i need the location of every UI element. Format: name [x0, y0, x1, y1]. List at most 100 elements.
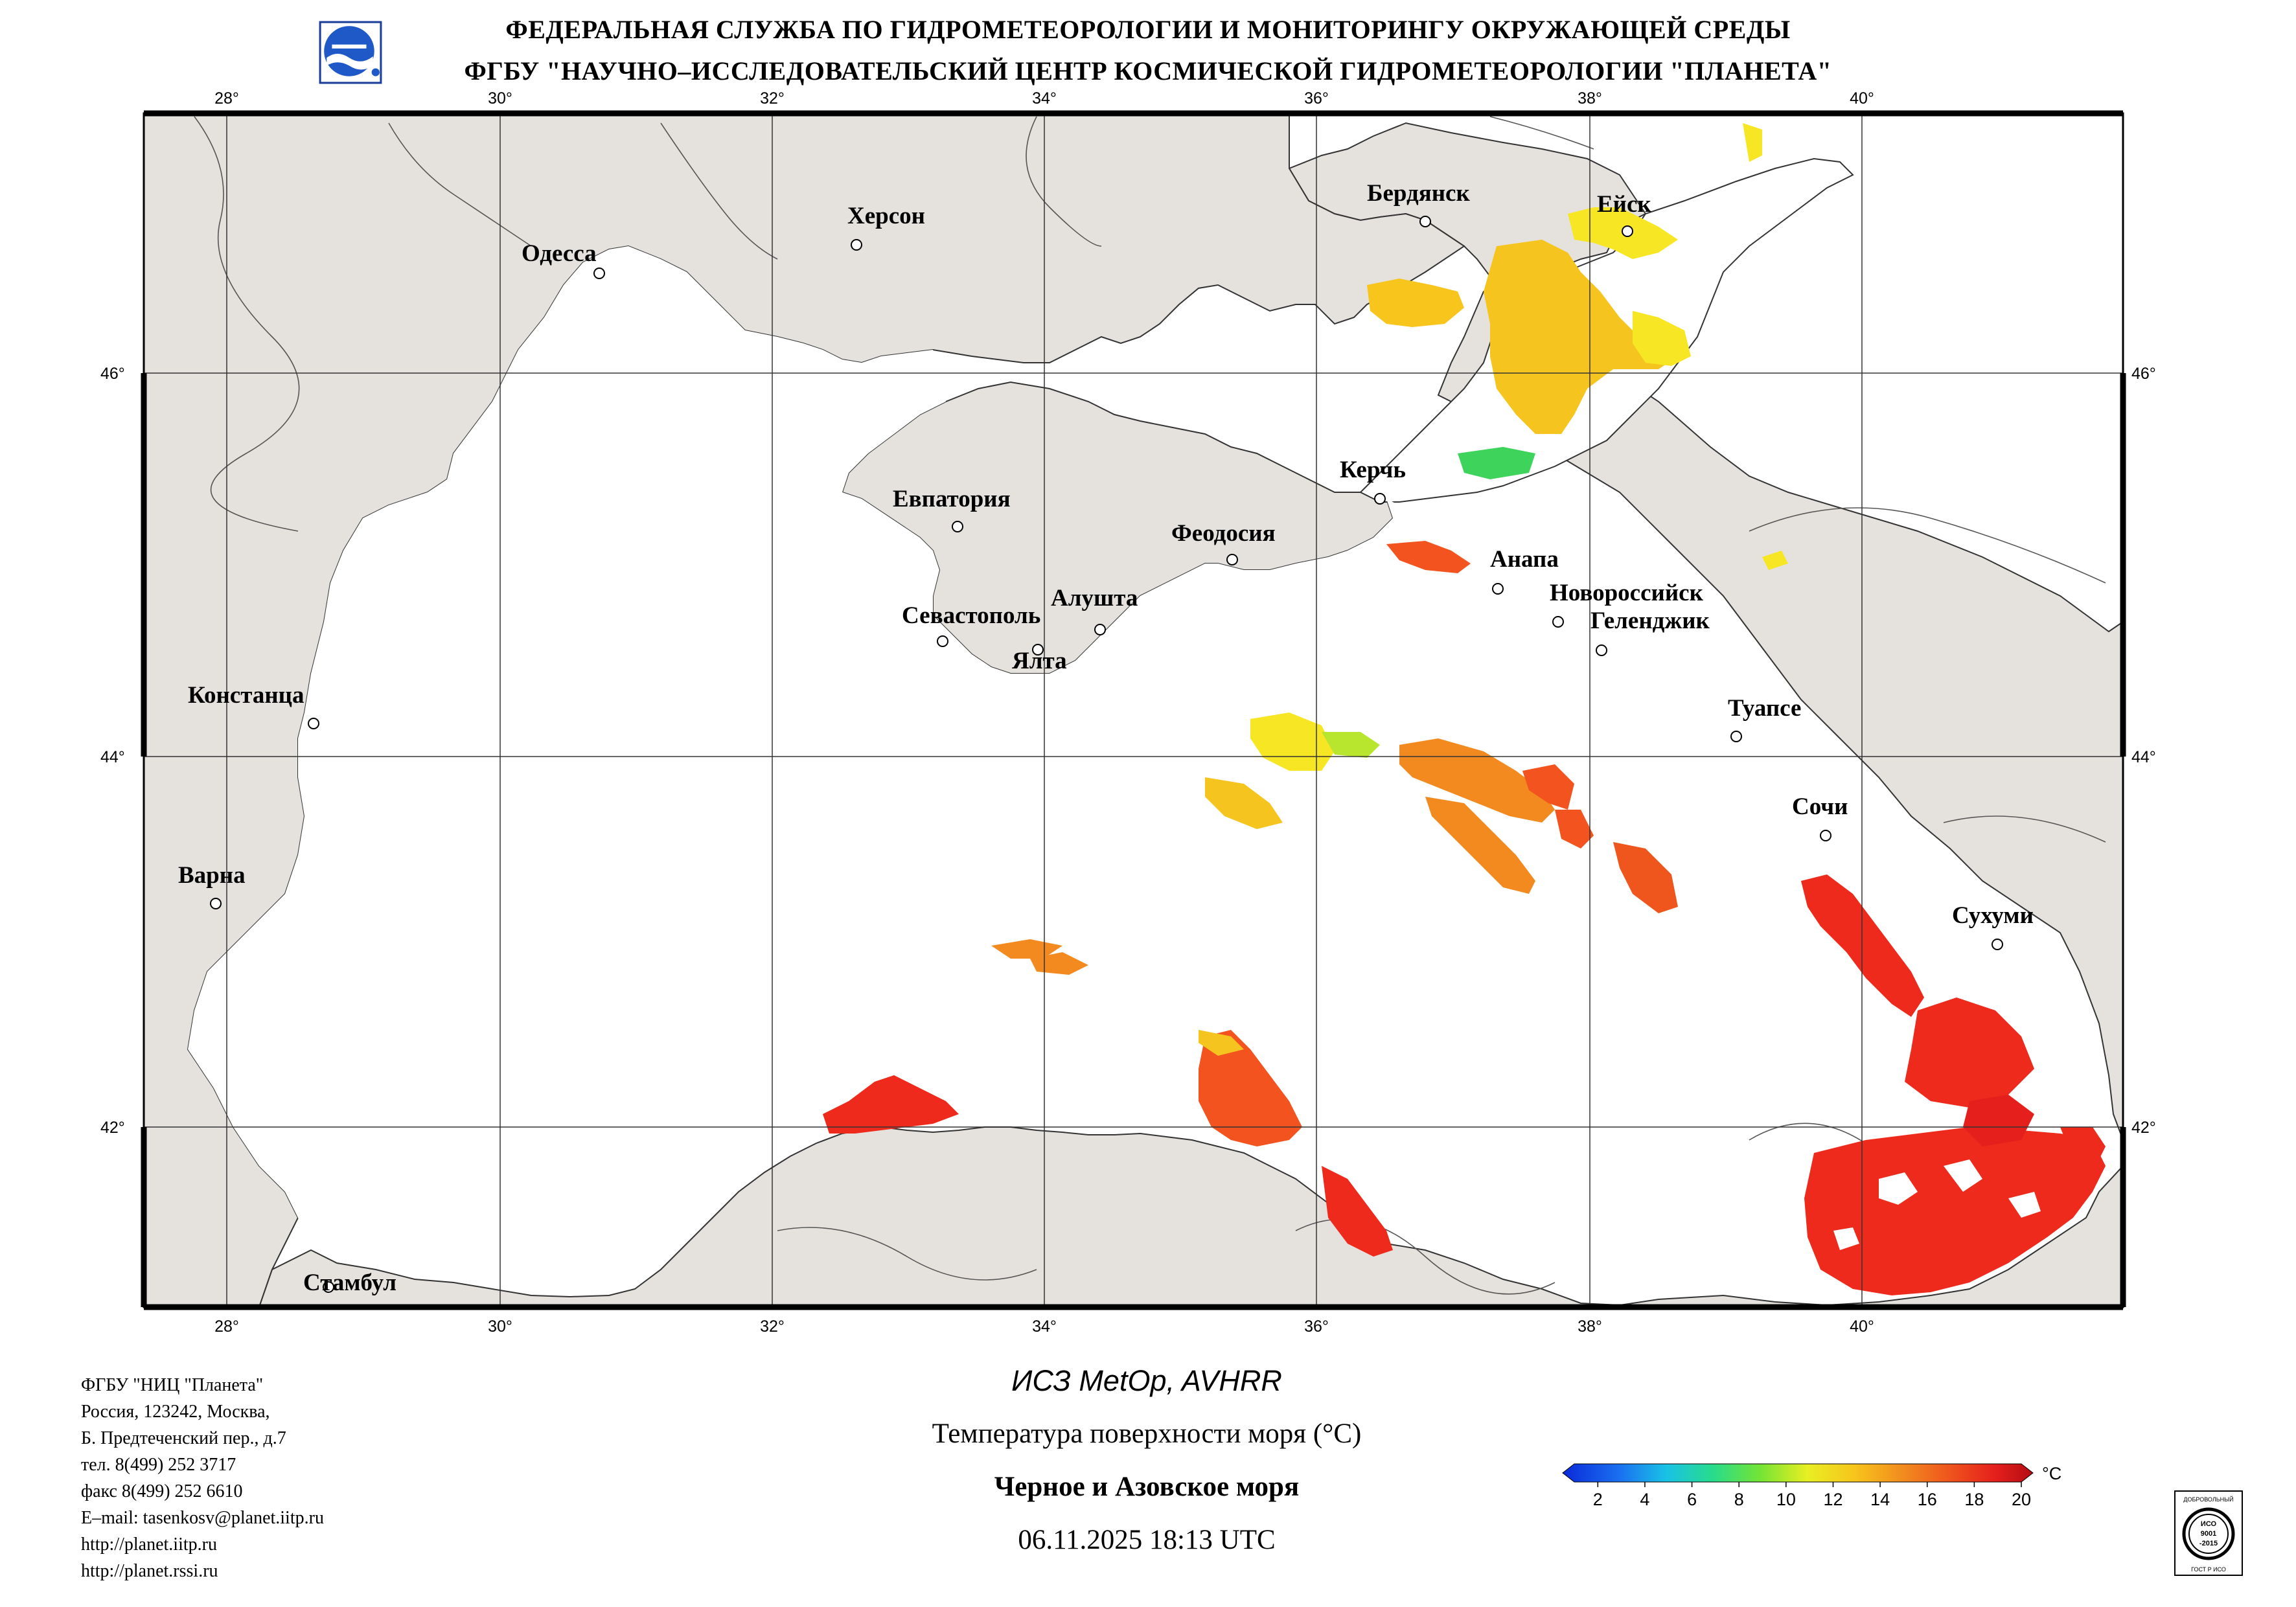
- svg-text:-2015: -2015: [2199, 1540, 2218, 1547]
- contact-org: ФГБУ "НИЦ "Планета": [81, 1375, 264, 1395]
- contact-email: E–mail: tasenkosv@planet.iitp.ru: [81, 1508, 324, 1528]
- sst-patch-south-3: [1322, 1166, 1393, 1257]
- header-title-agency: ФЕДЕРАЛЬНАЯ СЛУЖБА ПО ГИДРОМЕТЕОРОЛОГИИ …: [505, 15, 1791, 44]
- colorbar-tick-label: 18: [1964, 1490, 1984, 1509]
- colorbar-tick-label: 4: [1640, 1490, 1649, 1509]
- colorbar-legend: 2 4 6 8 10 12 14 16 18 20 °C: [1562, 1463, 2061, 1509]
- colorbar-tick-label: 12: [1823, 1490, 1843, 1509]
- colorbar-tick-label: 6: [1687, 1490, 1697, 1509]
- sst-patch-center-orange3: [1522, 764, 1574, 810]
- lon-label-top-34: 34°: [1032, 89, 1057, 108]
- lon-label-top-40: 40°: [1850, 89, 1874, 108]
- colorbar-tick-label: 2: [1593, 1490, 1603, 1509]
- contact-fax: факс 8(499) 252 6610: [81, 1481, 243, 1501]
- iso-certificate-icon: ДОБРОВОЛЬНЫЙ ИСО 9001 -2015 ГОСТ Р ИСО: [2174, 1490, 2243, 1576]
- parameter-caption: Температура поверхности моря (°C): [932, 1419, 1362, 1449]
- planeta-logo-icon: [319, 21, 382, 84]
- sst-patch-center-yellow2: [1205, 777, 1283, 829]
- contact-info: ФГБУ "НИЦ "Планета" Россия, 123242, Моск…: [81, 1372, 324, 1584]
- city-label-evpatoria: Евпатория: [893, 486, 1011, 512]
- city-label-kerch: Керчь: [1340, 457, 1406, 483]
- svg-text:ГОСТ Р ИСО: ГОСТ Р ИСО: [2191, 1566, 2226, 1573]
- sst-patch-center-orange1: [1399, 738, 1555, 823]
- city-label-sukhumi: Сухуми: [1952, 902, 2034, 929]
- city-label-odessa: Одесса: [522, 240, 597, 267]
- lon-label-bottom-38: 38°: [1578, 1317, 1602, 1336]
- svg-text:9001: 9001: [2201, 1530, 2216, 1538]
- lon-label-top-30: 30°: [488, 89, 512, 108]
- inland-borders: [194, 116, 2106, 1295]
- sst-cloud-gaps: [1833, 1159, 2041, 1250]
- city-label-istanbul: Стамбул: [303, 1270, 396, 1296]
- lon-label-top-36: 36°: [1304, 89, 1329, 108]
- sst-patch-center-orange5: [1613, 842, 1678, 913]
- colorbar-tick-label: 16: [1918, 1490, 1937, 1509]
- contact-url-1[interactable]: http://planet.iitp.ru: [81, 1534, 217, 1555]
- city-label-feodosia: Феодосия: [1171, 520, 1276, 547]
- lon-label-top-32: 32°: [760, 89, 785, 108]
- contact-country: Россия, 123242, Москва,: [81, 1402, 270, 1422]
- lat-label-right-46: 46°: [2131, 365, 2156, 383]
- city-label-yalta: Ялта: [1012, 648, 1067, 674]
- colorbar-tick-label: 8: [1734, 1490, 1744, 1509]
- contact-address: Б. Предтеченский пер., д.7: [81, 1428, 286, 1448]
- datetime-caption: 06.11.2025 18:13 UTC: [1018, 1525, 1276, 1555]
- city-label-varna: Варна: [178, 862, 246, 889]
- sea-black: [188, 246, 2099, 1305]
- sst-patch-azov-ne: [1743, 123, 1762, 162]
- lon-label-top-28: 28°: [214, 89, 239, 108]
- city-label-kherson: Херсон: [847, 203, 925, 229]
- svg-text:ДОБРОВОЛЬНЫЙ: ДОБРОВОЛЬНЫЙ: [2183, 1496, 2233, 1503]
- colorbar-tick-label: 10: [1776, 1490, 1796, 1509]
- city-label-constanta: Констанца: [188, 682, 304, 709]
- sst-patch-kerch: [1386, 541, 1471, 573]
- sst-patch-center-orange4: [1555, 810, 1594, 849]
- sst-patch-center-orange2: [1425, 797, 1535, 894]
- colorbar-gradient: [1562, 1463, 2034, 1483]
- city-label-anapa: Анапа: [1490, 546, 1559, 573]
- city-label-berdyansk: Бердянск: [1367, 180, 1470, 207]
- colorbar-tick-label: 14: [1870, 1490, 1890, 1509]
- sst-patch-south-4: [1199, 1030, 1244, 1056]
- sst-patch-anapa: [1762, 551, 1788, 570]
- sst-patch-east-1: [1801, 874, 1924, 1017]
- lon-label-bottom-30: 30°: [488, 1317, 512, 1336]
- sst-patch-azov-green: [1458, 447, 1535, 479]
- lat-label-right-42: 42°: [2131, 1119, 2156, 1137]
- graticule: [144, 113, 2123, 1307]
- city-label-sevastopol: Севастополь: [902, 602, 1040, 629]
- city-label-tuapse: Туапсе: [1728, 695, 1801, 722]
- land-north: [144, 113, 2123, 1141]
- city-label-yeysk: Ейск: [1597, 191, 1651, 218]
- sst-patch-south-2: [1199, 1030, 1302, 1146]
- lon-label-bottom-40: 40°: [1850, 1317, 1874, 1336]
- colorbar-tick-label: 20: [2012, 1490, 2031, 1509]
- lat-label-left-46: 46°: [100, 365, 125, 383]
- lat-label-left-44: 44°: [100, 748, 125, 766]
- sst-data-patches: [823, 123, 2106, 1295]
- sst-patch-east-3: [1804, 1127, 2106, 1295]
- sst-patch-east-2: [1905, 997, 2034, 1108]
- sst-patch-azov-orange: [1367, 279, 1464, 327]
- contact-url-2[interactable]: http://planet.rssi.ru: [81, 1561, 218, 1581]
- map-captions: ИСЗ MetOp, AVHRR Температура поверхности…: [713, 1362, 1581, 1560]
- svg-text:ИСО: ИСО: [2201, 1520, 2217, 1528]
- city-markers: [210, 216, 2003, 1293]
- satellite-caption: ИСЗ MetOp, AVHRR: [1011, 1364, 1282, 1397]
- sst-patch-east-4: [1963, 1095, 2034, 1146]
- sst-patch-azov-yellow: [1484, 240, 1678, 434]
- frame-ticks: [141, 110, 2126, 1310]
- lon-label-top-38: 38°: [1578, 89, 1602, 108]
- city-label-novorossiysk: Новороссийск: [1550, 580, 1704, 606]
- city-label-alushta: Алушта: [1051, 585, 1138, 611]
- lon-label-bottom-36: 36°: [1304, 1317, 1329, 1336]
- lon-label-bottom-32: 32°: [760, 1317, 785, 1336]
- colorbar-unit: °C: [2042, 1464, 2061, 1483]
- header-title-center: ФГБУ "НАУЧНО–ИССЛЕДОВАТЕЛЬСКИЙ ЦЕНТР КОС…: [464, 56, 1832, 85]
- city-label-sochi: Сочи: [1792, 793, 1848, 820]
- lon-label-bottom-28: 28°: [214, 1317, 239, 1336]
- city-label-gelendzhik: Геленджик: [1590, 608, 1710, 634]
- region-caption: Черное и Азовское моря: [994, 1472, 1300, 1502]
- sst-patch-south-1: [823, 1075, 959, 1134]
